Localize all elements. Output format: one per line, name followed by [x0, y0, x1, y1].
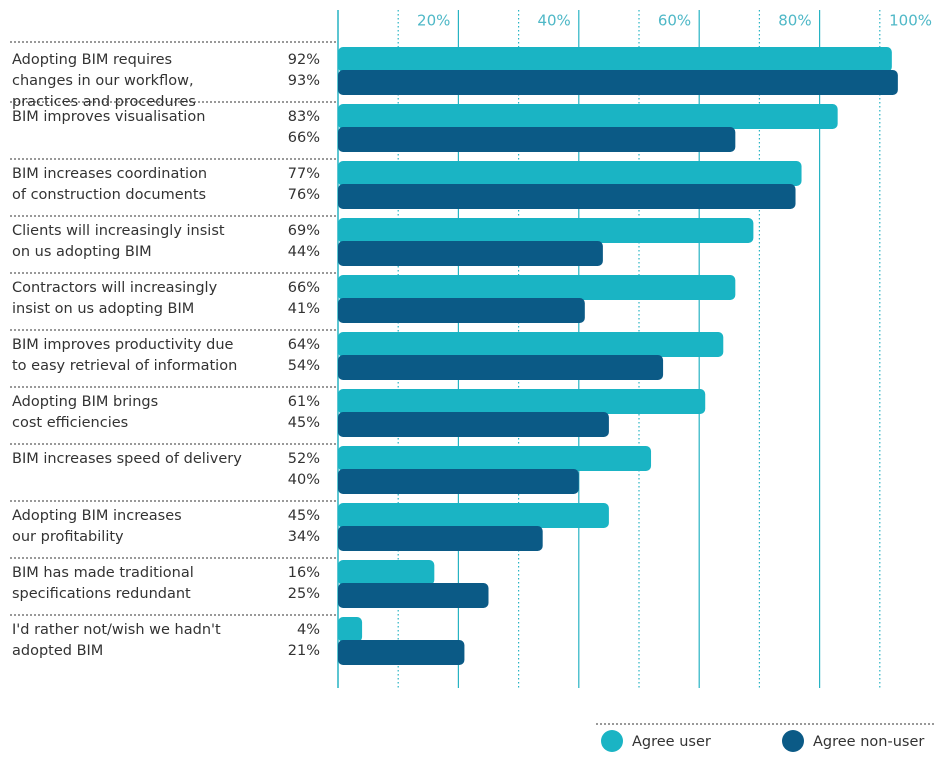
- category-label: our profitability: [12, 529, 124, 545]
- category-label: BIM improves productivity due: [12, 337, 234, 353]
- bar: [338, 184, 796, 209]
- value-label: 44%: [288, 244, 320, 260]
- category-label: BIM increases coordination: [12, 166, 207, 182]
- legend-label: Agree user: [632, 734, 711, 750]
- value-label: 69%: [288, 223, 320, 239]
- bar: [338, 389, 706, 414]
- bar: [338, 583, 489, 608]
- legend-swatch: [601, 730, 623, 752]
- bar: [338, 355, 664, 380]
- value-label: 83%: [288, 109, 320, 125]
- value-label: 54%: [288, 358, 320, 374]
- x-tick-label: 80%: [778, 12, 811, 30]
- category-label: Contractors will increasingly: [12, 280, 218, 296]
- bar: [338, 412, 609, 437]
- bar: [338, 298, 585, 323]
- bar: [338, 218, 754, 243]
- x-tick-label: 40%: [537, 12, 570, 30]
- value-label: 41%: [288, 301, 320, 317]
- legend-swatch: [782, 730, 804, 752]
- value-label: 93%: [288, 73, 320, 89]
- bar: [338, 526, 543, 551]
- category-label: insist on us adopting BIM: [12, 301, 194, 317]
- category-label: BIM increases speed of delivery: [12, 451, 242, 467]
- category-label: Adopting BIM requires: [12, 52, 172, 68]
- bar: [338, 640, 465, 665]
- x-tick-label: 20%: [417, 12, 450, 30]
- x-tick-label: 100%: [889, 12, 932, 30]
- value-label: 92%: [288, 52, 320, 68]
- value-label: 77%: [288, 166, 320, 182]
- bar: [338, 560, 435, 585]
- bar: [338, 241, 603, 266]
- value-label: 52%: [288, 451, 320, 467]
- category-label: I'd rather not/wish we hadn't: [12, 622, 221, 638]
- category-label: specifications redundant: [12, 586, 191, 602]
- legend-label: Agree non-user: [813, 734, 924, 750]
- bar: [338, 469, 579, 494]
- bar: [338, 161, 802, 186]
- category-label: adopted BIM: [12, 643, 103, 659]
- category-label: on us adopting BIM: [12, 244, 152, 260]
- category-label: to easy retrieval of information: [12, 358, 237, 374]
- value-label: 66%: [288, 280, 320, 296]
- value-label: 4%: [297, 622, 320, 638]
- value-label: 21%: [288, 643, 320, 659]
- value-label: 66%: [288, 130, 320, 146]
- value-label: 34%: [288, 529, 320, 545]
- bar: [338, 104, 838, 129]
- bar: [338, 127, 736, 152]
- category-label: BIM has made traditional: [12, 565, 194, 581]
- category-label: of construction documents: [12, 187, 206, 203]
- value-label: 45%: [288, 508, 320, 524]
- category-label: cost efficiencies: [12, 415, 128, 431]
- value-label: 61%: [288, 394, 320, 410]
- category-label: changes in our workflow,: [12, 73, 194, 89]
- bar: [338, 47, 892, 72]
- bar: [338, 617, 363, 642]
- value-label: 40%: [288, 472, 320, 488]
- category-label: Clients will increasingly insist: [12, 223, 225, 239]
- bar: [338, 503, 609, 528]
- bar: [338, 70, 898, 95]
- bar: [338, 332, 724, 357]
- value-label: 25%: [288, 586, 320, 602]
- value-label: 45%: [288, 415, 320, 431]
- category-label: Adopting BIM brings: [12, 394, 158, 410]
- value-label: 64%: [288, 337, 320, 353]
- x-tick-label: 60%: [658, 12, 691, 30]
- bar: [338, 275, 736, 300]
- category-label: BIM improves visualisation: [12, 109, 205, 125]
- category-label: Adopting BIM increases: [12, 508, 182, 524]
- value-label: 76%: [288, 187, 320, 203]
- bar: [338, 446, 652, 471]
- value-label: 16%: [288, 565, 320, 581]
